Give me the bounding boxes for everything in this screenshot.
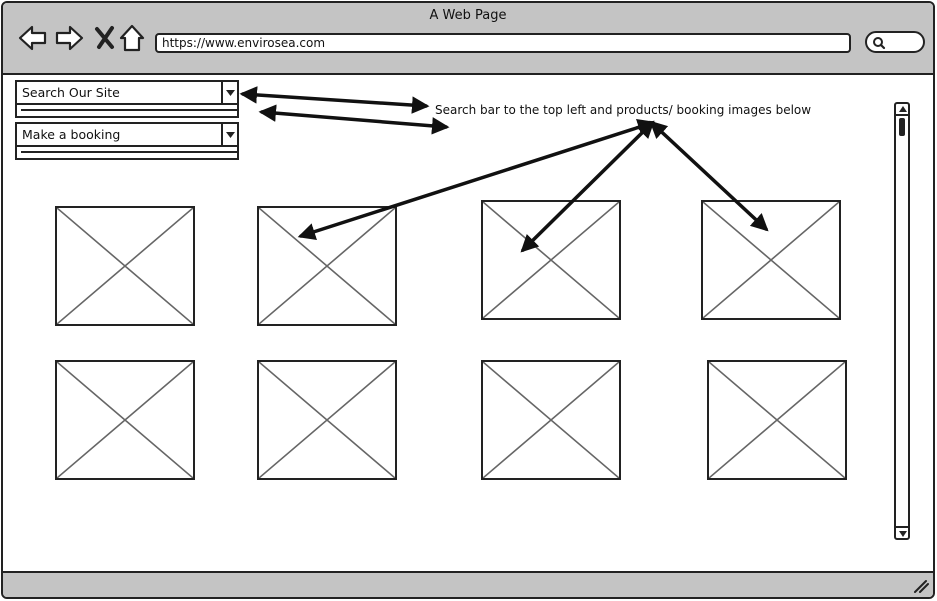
image-placeholder[interactable] bbox=[55, 360, 195, 480]
window-title: A Web Page bbox=[429, 8, 507, 23]
caret-down-icon bbox=[899, 531, 907, 537]
scroll-up-button[interactable] bbox=[896, 104, 908, 116]
back-arrow-icon[interactable] bbox=[18, 23, 48, 53]
annotation-note: Search bar to the top left and products/… bbox=[435, 103, 812, 117]
search-site-label: Search Our Site bbox=[22, 85, 120, 100]
image-placeholder[interactable] bbox=[257, 360, 397, 480]
search-site-combobox[interactable]: Search Our Site bbox=[15, 80, 239, 105]
chevron-down-icon bbox=[226, 90, 235, 96]
image-placeholder[interactable] bbox=[481, 360, 621, 480]
search-dropdown-button[interactable] bbox=[221, 82, 237, 103]
vertical-scrollbar[interactable] bbox=[894, 102, 910, 540]
url-bar[interactable]: https://www.envirosea.com bbox=[155, 33, 851, 53]
forward-arrow-icon[interactable] bbox=[54, 23, 84, 53]
status-bar bbox=[3, 571, 933, 597]
image-placeholder[interactable] bbox=[707, 360, 847, 480]
resize-grip-icon[interactable] bbox=[913, 579, 929, 593]
booking-dropdown-list[interactable] bbox=[15, 147, 239, 160]
image-placeholder[interactable] bbox=[55, 206, 195, 326]
image-placeholder[interactable] bbox=[257, 206, 397, 326]
booking-combobox[interactable]: Make a booking bbox=[15, 122, 239, 147]
image-placeholder[interactable] bbox=[701, 200, 841, 320]
scroll-thumb[interactable] bbox=[899, 118, 905, 136]
home-icon[interactable] bbox=[118, 23, 148, 53]
booking-dropdown-button[interactable] bbox=[221, 124, 237, 145]
booking-label: Make a booking bbox=[22, 127, 121, 142]
image-placeholder[interactable] bbox=[481, 200, 621, 320]
chevron-down-icon bbox=[226, 132, 235, 138]
search-site-dropdown-list[interactable] bbox=[15, 105, 239, 118]
browser-toolbar: A Web Page https://www.envirosea.com bbox=[3, 3, 933, 75]
scroll-down-button[interactable] bbox=[896, 526, 908, 538]
search-icon bbox=[873, 37, 886, 50]
close-icon[interactable] bbox=[92, 23, 122, 53]
browser-search-field[interactable] bbox=[865, 31, 925, 53]
caret-up-icon bbox=[899, 106, 907, 112]
